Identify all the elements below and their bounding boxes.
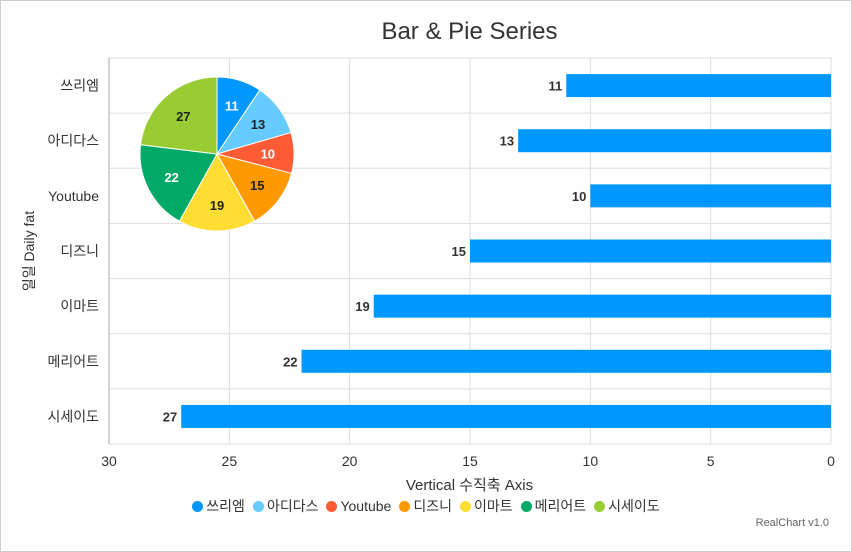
bar — [301, 349, 831, 373]
legend-marker — [399, 500, 411, 512]
legend-label: 이마트 — [473, 498, 513, 514]
category-label: 이마트 — [60, 298, 99, 314]
bar — [518, 129, 831, 153]
legend-item[interactable]: 이마트 — [459, 496, 513, 516]
x-tick-label: 20 — [342, 453, 358, 469]
credit-label: RealChart v1.0 — [755, 517, 829, 529]
x-tick-label: 30 — [101, 453, 117, 469]
category-label: Youtube — [48, 188, 99, 204]
chart-title: Bar & Pie Series — [381, 18, 558, 45]
legend-marker — [459, 500, 471, 512]
legend-label: 시세이도 — [608, 498, 660, 514]
legend-label: 메리어트 — [534, 498, 587, 514]
category-label: 아디다스 — [47, 133, 99, 149]
category-label: 디즈니 — [60, 243, 99, 259]
bar-value-label: 27 — [163, 409, 177, 424]
pie-value-label: 15 — [250, 178, 264, 193]
legend-marker — [252, 500, 264, 512]
legend-marker — [192, 500, 204, 512]
pie-value-label: 10 — [261, 146, 275, 161]
bar — [470, 239, 831, 263]
pie-slice — [139, 144, 218, 222]
bar — [373, 294, 831, 318]
legend-marker — [594, 500, 606, 512]
bar-value-label: 10 — [572, 189, 586, 204]
category-label: 시세이도 — [47, 408, 99, 424]
bar — [181, 404, 831, 428]
x-tick-label: 10 — [583, 453, 599, 469]
pie-value-label: 11 — [225, 98, 239, 113]
pie-slice — [215, 153, 293, 222]
x-tick-label: 0 — [827, 453, 835, 469]
pie-value-label: 22 — [164, 170, 178, 185]
legend-item[interactable]: 아디다스 — [252, 496, 319, 516]
legend-item[interactable]: 쓰리엠 — [192, 496, 245, 516]
pie-slice — [140, 76, 218, 155]
bar — [566, 74, 831, 98]
category-label: 메리어트 — [47, 353, 99, 369]
pie-value-label: 27 — [176, 109, 190, 124]
bar — [590, 184, 831, 208]
x-axis-title: Vertical 수직축 Axis — [405, 477, 534, 494]
y-axis-title: 일일 Daily fat — [21, 210, 37, 292]
legend-label: Youtube — [340, 498, 392, 514]
legend-marker — [326, 500, 338, 512]
pie-slice — [178, 152, 256, 232]
legend-item[interactable]: Youtube — [326, 496, 391, 516]
bar-value-label: 22 — [283, 354, 297, 369]
legend-item[interactable]: 시세이도 — [594, 496, 660, 516]
x-tick-label: 25 — [222, 453, 238, 469]
x-tick-label: 15 — [462, 453, 478, 469]
legend-label: 디즈니 — [413, 498, 452, 514]
legend-item[interactable]: 메리어트 — [520, 496, 587, 516]
legend: 쓰리엠 아디다스 Youtube 디즈니 이마트 메리어트 시세이도 — [0, 496, 852, 516]
bar-value-label: 11 — [549, 79, 563, 94]
bar-value-label: 19 — [355, 299, 369, 314]
x-tick-label: 5 — [707, 453, 715, 469]
legend-item[interactable]: 디즈니 — [399, 496, 452, 516]
legend-label: 쓰리엠 — [206, 498, 245, 514]
bar-value-label: 15 — [452, 244, 466, 259]
pie-value-label: 13 — [251, 117, 265, 132]
pie-value-label: 19 — [210, 198, 224, 213]
category-label: 쓰리엠 — [60, 78, 99, 94]
legend-marker — [520, 500, 532, 512]
bar-value-label: 13 — [500, 134, 514, 149]
legend-label: 아디다스 — [266, 498, 319, 514]
